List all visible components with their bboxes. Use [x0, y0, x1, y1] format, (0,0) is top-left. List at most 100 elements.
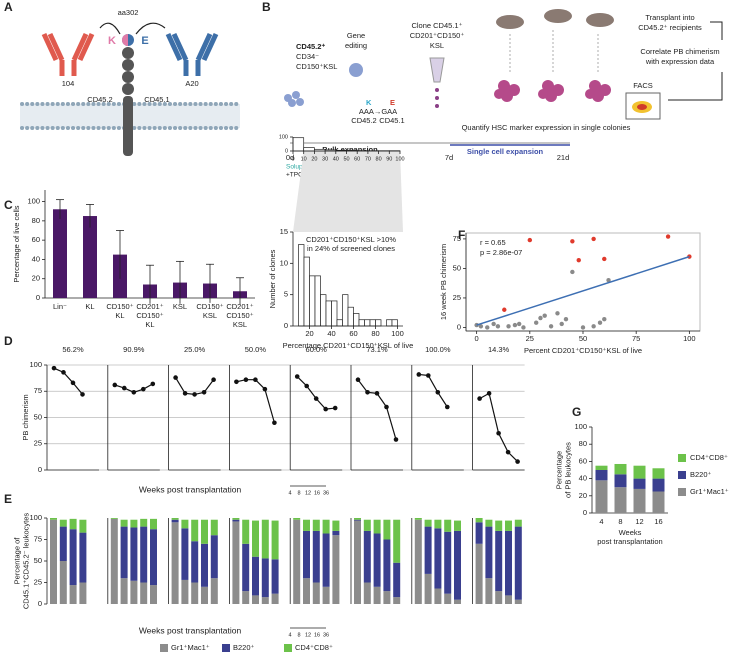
label: CD201⁺CD150⁺: [410, 31, 465, 40]
y-tick-label: 40: [579, 474, 587, 483]
bar-segment: [150, 529, 157, 586]
bar-segment: [485, 526, 493, 579]
bar-segment: [444, 531, 452, 594]
x-tick-label: 40: [333, 156, 339, 162]
bar-segment: [232, 519, 240, 522]
x-axis-label: Percentage CD201⁺CD150⁺KSL of live: [283, 341, 414, 350]
bar-segment: [261, 597, 269, 604]
bar-segment: [271, 520, 279, 560]
domain: [122, 47, 134, 59]
mouse: [496, 15, 524, 29]
point: [478, 324, 484, 329]
bar-segment: [322, 519, 330, 534]
label: Single cell expansion: [467, 147, 544, 156]
panel-label: 56.2%: [62, 345, 84, 354]
histogram-bar: [353, 313, 360, 327]
bar-segment: [130, 580, 138, 604]
bar-segment: [424, 573, 432, 604]
zoom-connector: [293, 151, 403, 232]
bar-segment: [120, 519, 128, 527]
bar-segment: [652, 468, 665, 479]
point: [516, 321, 522, 327]
point: [506, 324, 511, 329]
x-tick-label: CD150⁺: [226, 311, 253, 320]
x-axis-label: Weeks post transplantation: [139, 484, 242, 494]
antibody-104: [41, 32, 95, 76]
x-axis-label: post transplantation: [597, 537, 662, 546]
line: [236, 379, 275, 423]
x-tick-label: 0: [291, 156, 294, 162]
x-axis-label: Weeks: [619, 528, 642, 537]
bar-segment: [322, 533, 330, 587]
bar-segment: [232, 518, 240, 520]
x-tick-label: 70: [365, 156, 371, 162]
label: Transplant into: [645, 13, 694, 22]
bar-segment: [424, 519, 432, 527]
bar-segment: [383, 519, 391, 540]
label: CD150⁺KSL: [296, 62, 337, 71]
y-axis-label: of PB leukocytes: [563, 442, 572, 498]
annotation: r = 0.65: [480, 238, 506, 247]
x-tick-label: 75: [632, 334, 640, 343]
x-tick-label: CD150⁺: [136, 311, 163, 320]
x-tick-label: 16: [314, 490, 320, 496]
histogram-bar: [391, 319, 398, 327]
bar-segment: [140, 582, 148, 604]
y-tick-label: 75: [34, 534, 42, 543]
bar-segment: [373, 519, 381, 534]
point: [576, 257, 581, 263]
bar-segment: [414, 518, 422, 520]
panel-label: 60.0%: [306, 345, 328, 354]
arrow: [135, 22, 166, 35]
x-tick-label: 50: [579, 334, 587, 343]
bar-segment: [191, 541, 199, 583]
bar-segment: [79, 519, 87, 533]
bar-segment: [393, 519, 401, 563]
label: with expression data: [645, 57, 715, 66]
x-tick-label: CD150⁺: [196, 302, 223, 311]
y-tick-label: 15: [280, 227, 288, 236]
point: [485, 325, 490, 330]
bar-segment: [171, 519, 179, 523]
point: [591, 324, 596, 329]
legend-label: CD4⁺CD8⁺: [690, 453, 728, 462]
arrow: [668, 21, 723, 101]
bar-segment: [652, 478, 665, 492]
x-tick-label: 20: [305, 329, 313, 338]
x-tick-label: 25: [526, 334, 534, 343]
panel-label: 90.9%: [123, 345, 145, 354]
bar-segment: [332, 535, 340, 604]
label: CD34⁻: [296, 52, 319, 61]
bar-segment: [434, 588, 442, 604]
x-tick-label: KL: [145, 320, 154, 329]
y-tick-label: 100: [27, 197, 40, 206]
bar-segment: [181, 579, 189, 604]
label: 21d: [557, 153, 570, 162]
bar-segment: [271, 559, 279, 594]
point: [515, 459, 520, 464]
histogram-bar: [298, 244, 305, 327]
panel-label: A: [4, 0, 13, 14]
panel-label: B: [262, 0, 271, 14]
x-tick-label: Lin⁻: [53, 302, 67, 311]
x-tick-label: 12: [305, 490, 311, 496]
y-tick-label: 0: [457, 322, 461, 331]
panel-label: F: [458, 228, 465, 242]
histogram-bar: [303, 256, 310, 327]
bar-segment: [69, 518, 77, 530]
bar-segment: [652, 491, 665, 513]
point: [141, 386, 146, 392]
point: [304, 383, 310, 389]
y-tick-label: 100: [574, 422, 587, 431]
point: [548, 324, 554, 329]
point: [591, 236, 596, 242]
point: [122, 385, 127, 391]
bar-segment: [252, 595, 259, 604]
bar-segment: [242, 543, 250, 592]
domain: [122, 83, 134, 95]
bar-segment: [505, 530, 512, 596]
bar: [53, 209, 67, 298]
annotation: p = 2.86e-07: [480, 248, 522, 257]
y-axis-label: Number of clones: [268, 249, 277, 308]
point: [150, 381, 156, 387]
